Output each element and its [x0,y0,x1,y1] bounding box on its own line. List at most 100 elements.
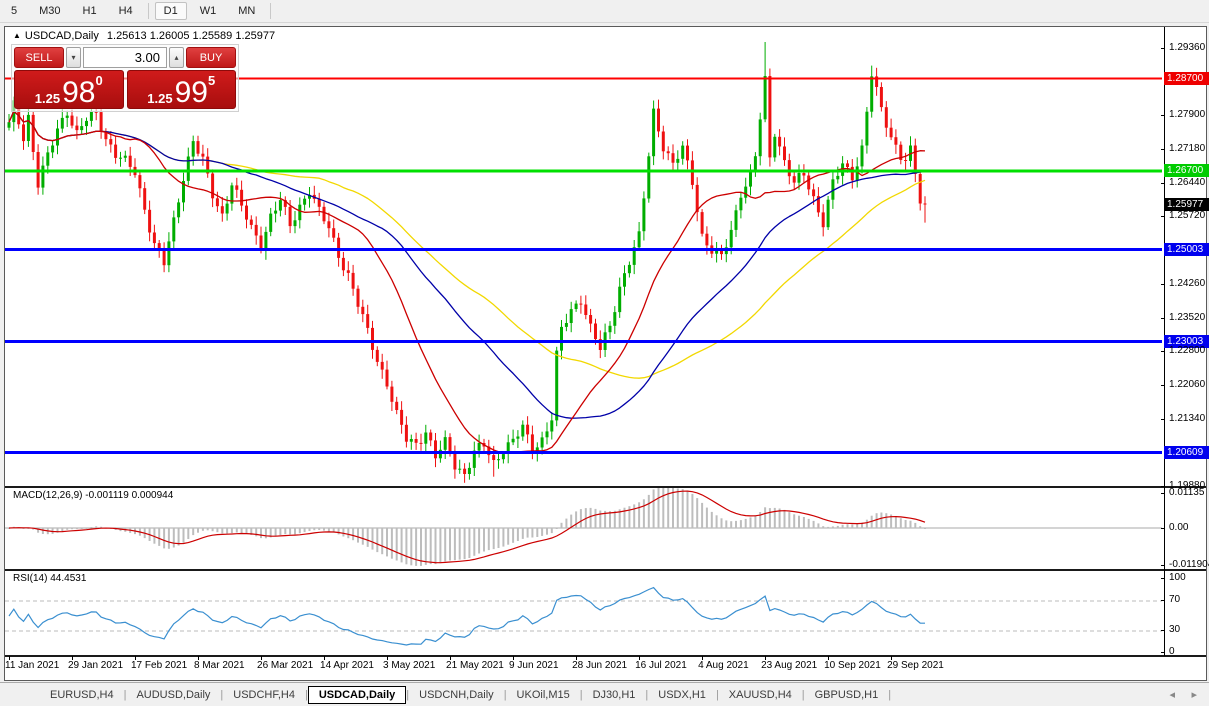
sell-button[interactable]: SELL [14,47,64,68]
level-price-badge: 1.28700 [1164,71,1209,85]
price-axis-label: 1.27180 [1169,142,1206,154]
chart-tab-usdchf[interactable]: USDCHF,H4 [233,688,295,701]
date-axis-label: 21 May 2021 [446,660,504,671]
macd-axis-label: 0.01135 [1169,487,1205,498]
date-axis-tick [702,656,704,660]
date-axis-label: 11 Jan 2021 [5,660,60,671]
axis-tick [1161,48,1165,49]
macd-label: MACD(12,26,9) -0.001119 0.000944 [13,490,174,501]
chart-tab-bar: EURUSD,H4 | AUDUSD,Daily | USDCHF,H4 | USDCAD,… [0,682,1209,706]
chart-symbol-label: USDCAD,Daily [24,30,99,42]
pane-separator[interactable] [5,569,1206,571]
chart-tab-usdcnh[interactable]: USDCNH,Daily [419,688,494,701]
current-price-badge: 1.25977 [1164,197,1209,211]
date-axis-label: 29 Sep 2021 [887,660,944,671]
buy-button[interactable]: BUY [186,47,236,68]
chart-ohlc-values: 1.25613 1.26005 1.25589 1.25977 [106,30,276,42]
tab-separator: | [579,688,583,701]
tab-separator: | [503,688,507,701]
buy-price-display[interactable]: 1.25 99 5 [126,70,236,109]
pane-separator[interactable] [5,486,1206,488]
rsi-label: RSI(14) 44.4531 [13,573,87,584]
level-price-badge: 1.26700 [1164,164,1209,178]
tab-separator: | [406,688,410,701]
collapse-triangle-icon[interactable]: ▲ [13,31,21,40]
timeframe-button-5[interactable]: 5 [11,5,18,17]
axis-tick [1161,528,1165,529]
toolbar-separator [270,3,272,19]
date-axis-label: 3 May 2021 [383,660,436,671]
chart-tab-dj30[interactable]: DJ30,H1 [592,688,636,701]
rsi-axis-label: 30 [1169,623,1181,635]
chart-title: ▲ USDCAD,Daily 1.25613 1.26005 1.25589 1.2… [13,30,275,42]
axis-tick [1161,283,1165,285]
tab-scroll-left-icon[interactable]: ◂ [1169,689,1175,701]
date-axis-tick [9,656,10,660]
chart-tab-gbpusd[interactable]: GBPUSD,H1 [814,688,879,701]
timeframe-button-d1[interactable]: D1 [154,2,187,20]
chart-tab-usdcad[interactable]: USDCAD,Daily [307,685,407,704]
rsi-axis-label: 70 [1169,594,1181,606]
date-axis-tick [198,656,200,660]
axis-tick [1161,418,1165,420]
volume-decrease-button[interactable]: ▾ [66,47,81,68]
timeframe-button-h4[interactable]: H4 [118,5,133,17]
chevron-up-icon: ▴ [174,52,179,62]
tab-separator: | [715,688,719,701]
price-axis-label: 1.22800 [1169,345,1206,357]
sell-price-prefix: 1.25 [34,91,61,106]
price-chart[interactable] [5,27,1162,487]
timeframe-toolbar: 5 M30 H1 H4 D1 W1 MN [0,0,1209,23]
chart-tab-usdx[interactable]: USDX,H1 [658,688,706,701]
chart-tab-eurusd[interactable]: EURUSD,H4 [50,688,114,701]
chevron-down-icon: ▾ [71,52,76,62]
pane-separator [5,655,1206,657]
date-axis-label: 8 Mar 2021 [194,660,245,671]
price-axis-label: 1.25720 [1169,210,1206,222]
date-axis-label: 10 Sep 2021 [824,660,881,671]
date-axis-label: 29 Jan 2021 [68,660,124,671]
tab-separator: | [305,688,308,701]
macd-pane[interactable] [5,488,1162,570]
date-axis-label: 26 Mar 2021 [257,660,314,671]
date-axis-label: 17 Feb 2021 [131,660,188,671]
tab-scroll-right-icon[interactable]: ▸ [1191,689,1197,701]
toolbar-separator [147,3,149,19]
macd-axis-label: -0.011904 [1169,559,1209,570]
tab-separator: | [888,688,892,701]
timeframe-button-mn[interactable]: MN [238,5,256,17]
price-axis-label: 1.21340 [1169,412,1206,424]
timeframe-button-w1[interactable]: W1 [199,5,217,17]
sell-price-big: 98 [62,76,96,109]
axis-tick [1161,493,1165,494]
sell-price-display[interactable]: 1.25 98 0 [14,70,124,109]
rsi-axis-label: 100 [1169,572,1186,583]
timeframe-button-h1[interactable]: H1 [82,5,97,17]
date-axis-tick [324,656,326,660]
date-axis-label: 4 Aug 2021 [698,660,749,671]
date-axis-label: 14 Apr 2021 [320,660,374,671]
date-axis-label: 28 Jun 2021 [572,660,628,671]
date-axis-tick [261,656,263,660]
chart-tab-ukoil[interactable]: UKOil,M15 [516,688,570,701]
price-axis-label: 1.27900 [1169,109,1206,121]
axis-tick [1161,565,1165,566]
chart-tab-xauusd[interactable]: XAUUSD,H4 [728,688,792,701]
timeframe-button-m30[interactable]: M30 [39,5,61,17]
buy-price-sup: 5 [207,73,216,88]
date-axis-tick [513,656,515,660]
volume-input[interactable] [83,47,167,68]
chart-window: ▲ USDCAD,Daily 1.25613 1.26005 1.25589 1.2… [4,26,1209,681]
date-axis-tick [891,656,893,660]
axis-tick [1161,182,1165,184]
date-axis-label: 16 Jul 2021 [635,660,687,671]
chart-tab-audusd[interactable]: AUDUSD,Daily [136,688,211,701]
date-axis-tick [387,656,389,660]
tab-separator: | [220,688,224,701]
rsi-axis-label: 0 [1169,646,1175,657]
rsi-pane[interactable] [5,571,1162,656]
axis-tick [1161,216,1165,218]
volume-increase-button[interactable]: ▴ [169,47,184,68]
